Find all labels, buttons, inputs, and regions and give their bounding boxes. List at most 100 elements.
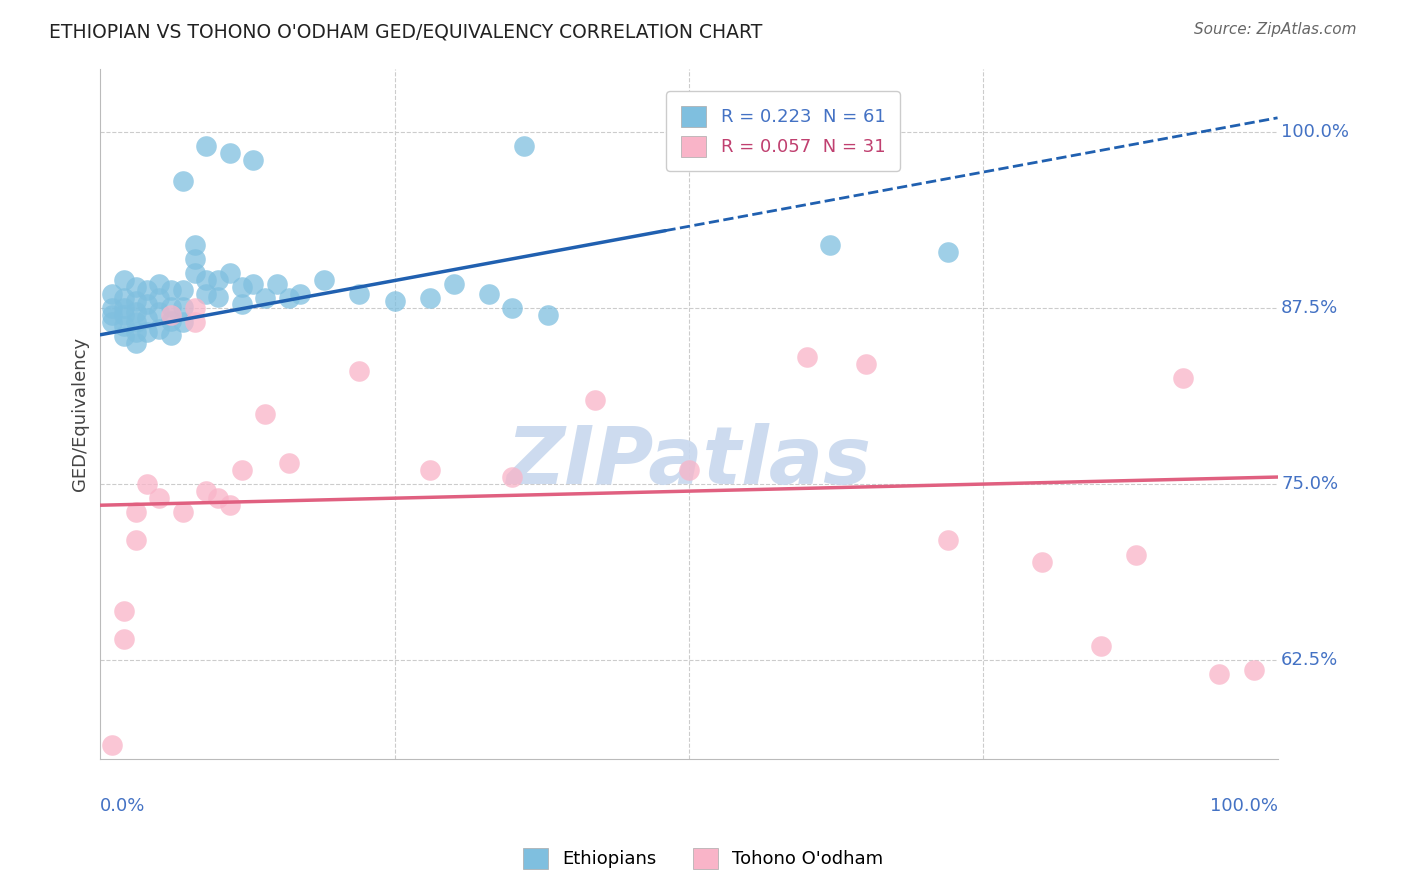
- Text: 87.5%: 87.5%: [1281, 299, 1339, 317]
- Text: Source: ZipAtlas.com: Source: ZipAtlas.com: [1194, 22, 1357, 37]
- Legend: R = 0.223  N = 61, R = 0.057  N = 31: R = 0.223 N = 61, R = 0.057 N = 31: [666, 91, 900, 171]
- Y-axis label: GED/Equivalency: GED/Equivalency: [72, 336, 89, 491]
- Point: [537, 308, 560, 322]
- Point: [124, 505, 146, 519]
- Point: [112, 273, 135, 287]
- Point: [1208, 667, 1230, 681]
- Point: [478, 286, 501, 301]
- Point: [195, 286, 218, 301]
- Point: [1125, 548, 1147, 562]
- Point: [818, 237, 841, 252]
- Point: [678, 463, 700, 477]
- Point: [101, 308, 124, 322]
- Point: [148, 491, 170, 505]
- Point: [124, 280, 146, 294]
- Point: [218, 146, 240, 161]
- Text: 100.0%: 100.0%: [1209, 797, 1278, 814]
- Point: [231, 280, 253, 294]
- Point: [218, 266, 240, 280]
- Point: [148, 291, 170, 305]
- Point: [312, 273, 335, 287]
- Point: [195, 484, 218, 499]
- Point: [112, 604, 135, 618]
- Point: [277, 456, 299, 470]
- Point: [124, 293, 146, 308]
- Point: [136, 477, 159, 491]
- Point: [160, 327, 183, 342]
- Point: [112, 291, 135, 305]
- Legend: Ethiopians, Tohono O'odham: Ethiopians, Tohono O'odham: [516, 840, 890, 876]
- Point: [231, 463, 253, 477]
- Point: [112, 301, 135, 315]
- Point: [112, 329, 135, 343]
- Point: [148, 322, 170, 336]
- Point: [1090, 639, 1112, 653]
- Point: [501, 301, 523, 315]
- Point: [936, 533, 959, 548]
- Point: [1031, 555, 1053, 569]
- Point: [195, 139, 218, 153]
- Point: [1243, 663, 1265, 677]
- Point: [936, 244, 959, 259]
- Point: [242, 153, 264, 167]
- Point: [277, 291, 299, 305]
- Point: [160, 300, 183, 314]
- Point: [218, 498, 240, 512]
- Point: [148, 277, 170, 291]
- Point: [183, 252, 205, 266]
- Point: [136, 283, 159, 297]
- Point: [160, 283, 183, 297]
- Point: [172, 505, 194, 519]
- Point: [231, 297, 253, 311]
- Point: [183, 301, 205, 315]
- Point: [796, 351, 818, 365]
- Point: [136, 310, 159, 325]
- Point: [242, 277, 264, 291]
- Point: [101, 286, 124, 301]
- Point: [207, 273, 229, 287]
- Point: [183, 315, 205, 329]
- Point: [183, 237, 205, 252]
- Point: [160, 308, 183, 322]
- Point: [124, 533, 146, 548]
- Point: [112, 319, 135, 334]
- Point: [583, 392, 606, 407]
- Point: [172, 315, 194, 329]
- Point: [254, 407, 277, 421]
- Point: [112, 632, 135, 646]
- Point: [195, 273, 218, 287]
- Point: [112, 308, 135, 322]
- Point: [266, 277, 288, 291]
- Point: [207, 290, 229, 304]
- Point: [148, 305, 170, 319]
- Point: [513, 139, 536, 153]
- Point: [136, 297, 159, 311]
- Text: 100.0%: 100.0%: [1281, 123, 1350, 141]
- Point: [101, 315, 124, 329]
- Point: [419, 291, 441, 305]
- Point: [855, 357, 877, 371]
- Text: 0.0%: 0.0%: [100, 797, 146, 814]
- Point: [501, 470, 523, 484]
- Point: [183, 266, 205, 280]
- Point: [124, 325, 146, 339]
- Point: [384, 293, 406, 308]
- Point: [124, 315, 146, 329]
- Point: [101, 301, 124, 315]
- Point: [254, 291, 277, 305]
- Point: [443, 277, 465, 291]
- Point: [349, 286, 371, 301]
- Text: 62.5%: 62.5%: [1281, 651, 1339, 669]
- Point: [419, 463, 441, 477]
- Text: ZIPatlas: ZIPatlas: [506, 423, 872, 501]
- Point: [124, 305, 146, 319]
- Point: [160, 314, 183, 328]
- Point: [172, 300, 194, 314]
- Point: [172, 283, 194, 297]
- Point: [1173, 371, 1195, 385]
- Text: 75.0%: 75.0%: [1281, 475, 1339, 493]
- Point: [124, 336, 146, 351]
- Point: [136, 325, 159, 339]
- Point: [290, 286, 312, 301]
- Point: [172, 174, 194, 188]
